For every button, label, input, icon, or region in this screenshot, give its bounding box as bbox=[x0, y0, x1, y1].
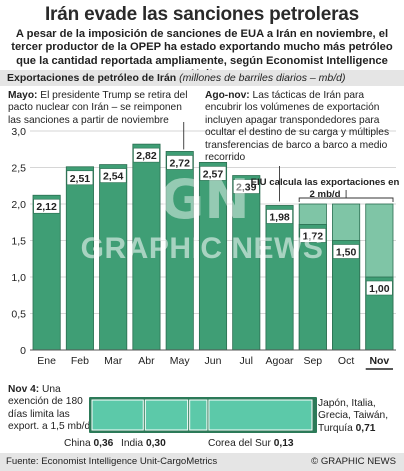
data-label: 2,82 bbox=[136, 150, 157, 162]
strip-segment bbox=[189, 399, 208, 431]
y-tick-label: 2,5 bbox=[11, 163, 26, 175]
bar bbox=[65, 166, 94, 351]
x-tick-label: Agoar bbox=[266, 355, 295, 367]
copyright-text: © GRAPHIC NEWS bbox=[311, 456, 396, 467]
x-tick-label: Feb bbox=[71, 355, 89, 367]
chart-heading-title: Exportaciones de petróleo de Irán bbox=[7, 72, 177, 84]
strip-segment bbox=[144, 399, 189, 431]
y-tick-label: 0 bbox=[20, 345, 26, 357]
bar bbox=[198, 161, 228, 351]
strip-label-korea: Corea del Sur 0,13 bbox=[208, 438, 294, 450]
strip-label-india-name: India bbox=[121, 438, 144, 449]
data-label: 1,00 bbox=[369, 283, 390, 295]
note-ago-text: Las tácticas de Irán para encubrir los v… bbox=[205, 90, 390, 164]
chart-heading: Exportaciones de petróleo de Irán (millo… bbox=[0, 70, 404, 86]
strip-label-india: India 0,30 bbox=[121, 438, 166, 450]
bar-chart: 0 0,5 1,0 1,5 2,0 2,5 3,0 2,12 Ene 2,51 Feb 2,54 Mar… bbox=[11, 122, 396, 370]
data-label: 2,39 bbox=[236, 182, 257, 194]
strip-label-china-name: China bbox=[64, 438, 91, 449]
x-tick-label: Oct bbox=[338, 355, 354, 367]
y-tick-label: 0,5 bbox=[11, 309, 26, 321]
exemption-strip bbox=[89, 397, 317, 433]
x-tick-label: May bbox=[170, 355, 191, 367]
y-tick-label: 2,0 bbox=[11, 199, 26, 211]
x-tick-label: Nov bbox=[369, 355, 389, 367]
y-tick-label: 3,0 bbox=[11, 126, 26, 138]
bar bbox=[99, 164, 128, 351]
note-may: Mayo: El presidente Trump se retira del … bbox=[8, 90, 196, 127]
note-may-lead: Mayo: bbox=[8, 90, 38, 101]
data-label: 2,54 bbox=[103, 171, 124, 183]
eiu-callout: EIU calcula las exportaciones en 2 mb/d bbox=[250, 177, 400, 200]
strip-label-china-value: 0,36 bbox=[93, 438, 114, 449]
note-ago-nov: Ago-nov: Las tácticas de Irán para encub… bbox=[205, 90, 400, 164]
data-label-box bbox=[232, 179, 260, 194]
strip-label-others-name: Japón, Italia, Grecia, Taiwán, Turquía bbox=[318, 398, 389, 434]
data-label: 1,72 bbox=[303, 230, 324, 242]
data-label: 1,98 bbox=[269, 211, 290, 223]
data-label-box bbox=[266, 209, 293, 224]
data-label: 2,72 bbox=[170, 157, 191, 169]
exemption-text: Una exención de 180 días limita las expo… bbox=[8, 384, 91, 432]
bar bbox=[232, 175, 261, 351]
x-tick-label: Jul bbox=[240, 355, 253, 367]
data-label-box bbox=[66, 170, 94, 186]
source-text: Fuente: Economist Intelligence Unit-Carg… bbox=[6, 456, 218, 467]
bar bbox=[132, 143, 161, 351]
bar bbox=[265, 205, 294, 351]
data-label: 1,50 bbox=[336, 247, 357, 259]
data-label-box bbox=[166, 155, 194, 170]
data-label-box bbox=[366, 280, 393, 296]
data-label: 2,57 bbox=[203, 168, 224, 180]
x-tick-label: Sep bbox=[303, 355, 322, 367]
y-tick-label: 1,0 bbox=[11, 272, 26, 284]
exemption-lead: Nov 4: bbox=[8, 384, 40, 395]
y-tick-label: 1,5 bbox=[11, 236, 26, 248]
note-ago-lead: Ago-nov: bbox=[205, 90, 250, 101]
data-label: 2,51 bbox=[70, 173, 91, 185]
strip-label-korea-name: Corea del Sur bbox=[208, 438, 271, 449]
note-may-text: El presidente Trump se retira del pacto … bbox=[8, 90, 188, 126]
source-bar: Fuente: Economist Intelligence Unit-Carg… bbox=[0, 453, 404, 471]
bar bbox=[298, 224, 327, 351]
data-label: 2,12 bbox=[36, 201, 57, 213]
graphic-title: Irán evade las sanciones petroleras bbox=[44, 4, 360, 25]
strip-label-india-value: 0,30 bbox=[145, 438, 166, 449]
strip-label-others: Japón, Italia, Grecia, Taiwán, Turquía 0… bbox=[318, 398, 400, 435]
data-label-box bbox=[199, 166, 227, 181]
data-label-box bbox=[133, 147, 160, 163]
strip-label-others-value: 0,71 bbox=[355, 422, 376, 434]
strip-label-korea-value: 0,13 bbox=[273, 438, 294, 449]
x-tick-label: Abr bbox=[138, 355, 155, 367]
bar bbox=[32, 194, 61, 351]
bar bbox=[165, 151, 194, 351]
x-tick-label: Jun bbox=[205, 355, 222, 367]
x-tick-label: Mar bbox=[104, 355, 123, 367]
strip-label-china: China 0,36 bbox=[64, 438, 113, 450]
x-tick-label: Ene bbox=[37, 355, 56, 367]
exemption-note: Nov 4: Una exención de 180 días limita l… bbox=[8, 384, 96, 433]
data-label-box bbox=[299, 228, 327, 243]
data-label-box bbox=[33, 198, 60, 214]
chart-heading-units: (millones de barriles diarios – mb/d) bbox=[179, 72, 346, 84]
data-label-box bbox=[99, 168, 127, 183]
strip-segment bbox=[208, 399, 313, 431]
data-label-box bbox=[332, 244, 360, 259]
strip-segment bbox=[91, 399, 144, 431]
